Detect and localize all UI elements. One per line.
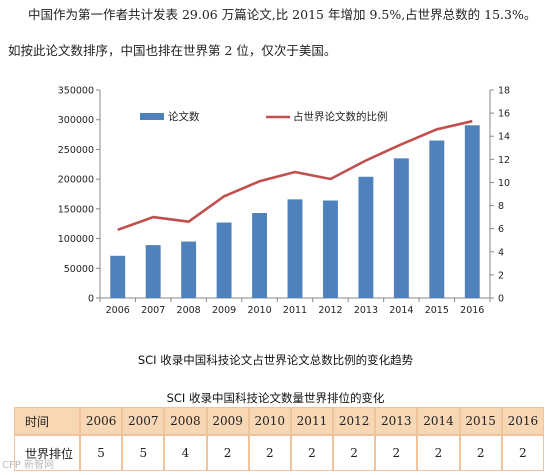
rank-cell: 5 [122, 435, 165, 471]
year-cell: 2010 [248, 407, 291, 435]
watermark: CFP 新智网 [2, 460, 54, 471]
y2-tick-label: 0 [498, 294, 504, 305]
year-cell: 2011 [290, 407, 334, 435]
x-tick-label: 2012 [318, 305, 342, 316]
y2-tick-label: 14 [498, 132, 510, 143]
year-cell: 2013 [375, 407, 418, 435]
legend-bar-label: 论文数 [168, 110, 200, 123]
y2-tick-label: 8 [498, 201, 504, 212]
y2-tick-label: 4 [498, 247, 504, 258]
y2-tick-label: 2 [498, 270, 504, 281]
bar [252, 213, 267, 298]
rank-cell: 2 [333, 435, 376, 471]
y-tick-label: 250000 [58, 145, 94, 156]
bar [393, 158, 409, 298]
rank-cell: 2 [417, 435, 460, 471]
row-label: 世界排位 [14, 435, 80, 471]
chart: 0 50000 100000 150000 200000 250000 300000 3500… [40, 78, 540, 328]
x-tick-label: 2011 [283, 305, 307, 316]
bar [145, 245, 161, 298]
header-label: 时间 [14, 407, 80, 435]
x-tick-label: 2013 [354, 305, 378, 316]
bar [110, 255, 126, 298]
bar [323, 200, 338, 298]
bar [216, 222, 232, 298]
year-cell: 2016 [501, 407, 544, 435]
rank-cell: 2 [459, 435, 502, 471]
y-tick-label: 350000 [58, 86, 94, 97]
ratio-line [117, 119, 473, 232]
y2-tick-label: 12 [498, 155, 510, 166]
y-tick-label: 150000 [58, 204, 94, 215]
y-tick-label: 300000 [58, 115, 94, 126]
x-tick-label: 2010 [247, 305, 271, 316]
bar [358, 176, 374, 298]
rank-cell: 2 [375, 435, 418, 471]
rank-cell: 4 [164, 435, 207, 471]
year-cell: 2015 [459, 407, 502, 435]
table-caption: SCI 收录中国科技论文数量世界排位的变化 [166, 391, 385, 405]
y-tick-label: 200000 [58, 175, 94, 186]
combo-chart-svg: 0 50000 100000 150000 200000 250000 300000 3500… [58, 86, 510, 317]
bar [287, 199, 303, 298]
legend-line-label: 占世界论文数的比例 [293, 110, 388, 123]
legend-bar-swatch [140, 113, 164, 120]
rank-cell: 5 [80, 435, 123, 471]
year-cell: 2006 [80, 407, 123, 435]
y-tick-label: 0 [88, 294, 94, 305]
year-cell: 2007 [122, 407, 165, 435]
y2-tick-label: 18 [498, 86, 510, 97]
rank-cell: 2 [206, 435, 249, 471]
x-tick-label: 2008 [177, 305, 201, 316]
x-tick-label: 2009 [212, 305, 236, 316]
y2-tick-label: 16 [498, 109, 510, 120]
y2-tick-label: 10 [498, 178, 510, 189]
chart-caption: SCI 收录中国科技论文占世界论文总数比例的变化趋势 [137, 353, 414, 367]
y2-tick-label: 6 [498, 224, 504, 235]
paragraph-1: 中国作为第一作者共计发表 29.06 万篇论文,比 2015 年增加 9.5%,… [28, 7, 537, 22]
x-tick-label: 2015 [425, 305, 449, 316]
year-cell: 2008 [164, 407, 207, 435]
y-tick-label: 50000 [64, 264, 94, 275]
x-tick-label: 2016 [460, 305, 484, 316]
rank-cell: 2 [290, 435, 334, 471]
year-cell: 2009 [206, 407, 249, 435]
x-tick-label: 2014 [389, 305, 413, 316]
bar [429, 140, 445, 298]
rank-cell: 2 [248, 435, 291, 471]
rank-table: 时间 2006 2007 2008 2009 2010 2011 2012 2013 2014 2… [14, 407, 544, 471]
bar [181, 241, 197, 298]
rank-cell: 2 [501, 435, 544, 471]
y-tick-label: 100000 [58, 234, 94, 245]
year-cell: 2014 [417, 407, 460, 435]
bar [464, 125, 480, 298]
x-tick-label: 2006 [106, 305, 130, 316]
paragraph-2: 如按此论文数排序，中国也排在世界第 2 位，仅次于美国。 [8, 43, 337, 58]
x-tick-label: 2007 [141, 305, 165, 316]
table-header-row: 时间 2006 2007 2008 2009 2010 2011 2012 2013 2014 2… [14, 407, 544, 435]
year-cell: 2012 [333, 407, 376, 435]
